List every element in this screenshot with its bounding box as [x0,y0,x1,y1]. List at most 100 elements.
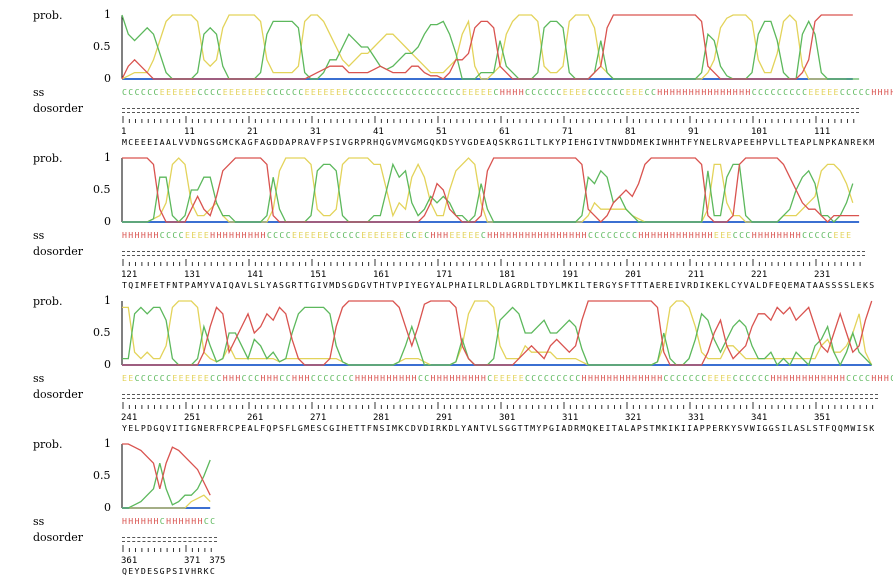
coil-line [122,162,854,223]
ss-letter: C [663,373,669,383]
ss-letter: C [159,373,165,383]
ss-letter: E [720,230,726,240]
ss-letter: E [247,87,253,97]
ss-letter: C [140,87,146,97]
ss-letter: C [449,87,455,97]
ss-letter: C [562,373,568,383]
ss-letter: C [348,87,354,97]
ss-letter: H [122,230,127,240]
ss-letter: H [871,87,877,97]
ss-letter: C [783,87,789,97]
ss-letter: E [632,87,637,97]
ss-letter: H [695,87,700,97]
ss-letter: C [751,87,757,97]
ss-letter: C [455,87,461,97]
residue-number: 375 [209,556,226,566]
prob-label: prob. [33,152,63,165]
ss-letter: H [776,230,782,240]
residue-number: 341 [751,413,768,423]
ss-letter: C [556,373,562,383]
ss-letter: C [808,230,814,240]
ss-letter: C [443,87,448,97]
ss-letter: C [386,87,392,97]
sequence: TQIMFETFNTPAMYVAIQAVLSLYASGRTTGIVMDSGDGV… [122,280,876,290]
ss-letter: H [650,373,656,383]
ss-letter: H [676,230,681,240]
residue-number: 291 [436,413,453,423]
ss-letter: H [638,373,644,383]
ss-letter: C [342,230,348,240]
ss-letter: E [487,87,493,97]
ss-letter: H [392,373,398,383]
ss-letter: C [795,87,801,97]
residue-number: 101 [751,127,768,137]
y-tick-label: 1 [104,437,111,450]
prob-label: prob. [33,295,63,308]
ss-letter: E [184,230,190,240]
ss-letter: E [417,230,423,240]
ss-letter: H [140,516,146,526]
ss-letter: C [367,87,373,97]
ss-letter: C [820,230,826,240]
ss-letter: C [285,373,291,383]
ss-letter: C [701,373,707,383]
ss-letter: H [216,230,222,240]
ss-letter: E [392,230,398,240]
prob-plot [121,300,873,367]
ss-letter: C [373,87,379,97]
ss-letter: C [436,87,442,97]
ss-letter: C [134,87,140,97]
ss-letter: E [449,230,455,240]
ss-letter: H [367,373,373,383]
y-tick-label: 1 [104,294,111,307]
ss-letter: C [348,230,354,240]
ss-letter: C [178,230,184,240]
ss-letter: E [317,230,323,240]
residue-number: 371 [184,556,201,566]
ss-letter: E [562,87,568,97]
ss-letter: H [650,230,656,240]
ss-letter: C [279,373,285,383]
ss-letter: C [852,373,858,383]
ss-letter: E [184,87,190,97]
ss-letter: C [153,373,159,383]
y-tick-label: 0 [104,501,111,514]
ss-letter: H [518,87,524,97]
ss-letter: H [430,373,436,383]
ss-row: HHHHHHCHHHHHHCC [122,516,216,526]
y-tick-label: 0 [104,215,111,228]
ss-letter: C [172,230,178,240]
ss-letter: C [764,87,770,97]
residue-number: 191 [562,270,579,280]
ss-letter: C [594,87,600,97]
ss-letter: C [153,87,159,97]
ss-letter: C [537,87,543,97]
ss-letter: H [399,373,404,383]
ss-letter: C [606,230,612,240]
ss-letter: C [613,87,618,97]
ss-letter: E [361,230,367,240]
ss-letter: H [676,87,681,97]
ss-letter: E [342,87,348,97]
ss-letter: C [650,87,656,97]
ss-letter: H [499,87,505,97]
ss-letter: E [512,373,518,383]
ss-letter: C [688,373,694,383]
ss-letter: E [846,230,851,240]
ss-letter: C [134,373,140,383]
ss-letter: C [329,373,335,383]
ss-letter: H [506,87,511,97]
ss-letter: H [606,373,612,383]
ss-letter: H [820,373,826,383]
ss-letter: C [216,87,222,97]
ss-letter: H [783,230,789,240]
ss-letter: C [424,230,430,240]
ss-letter: C [613,230,618,240]
ss-letter: E [569,87,574,97]
residue-number: 251 [184,413,201,423]
helix-line [122,157,860,223]
ss-letter: C [531,373,537,383]
ss-letter: H [638,230,644,240]
ss-letter: E [462,87,467,97]
residue-number: 351 [814,413,831,423]
